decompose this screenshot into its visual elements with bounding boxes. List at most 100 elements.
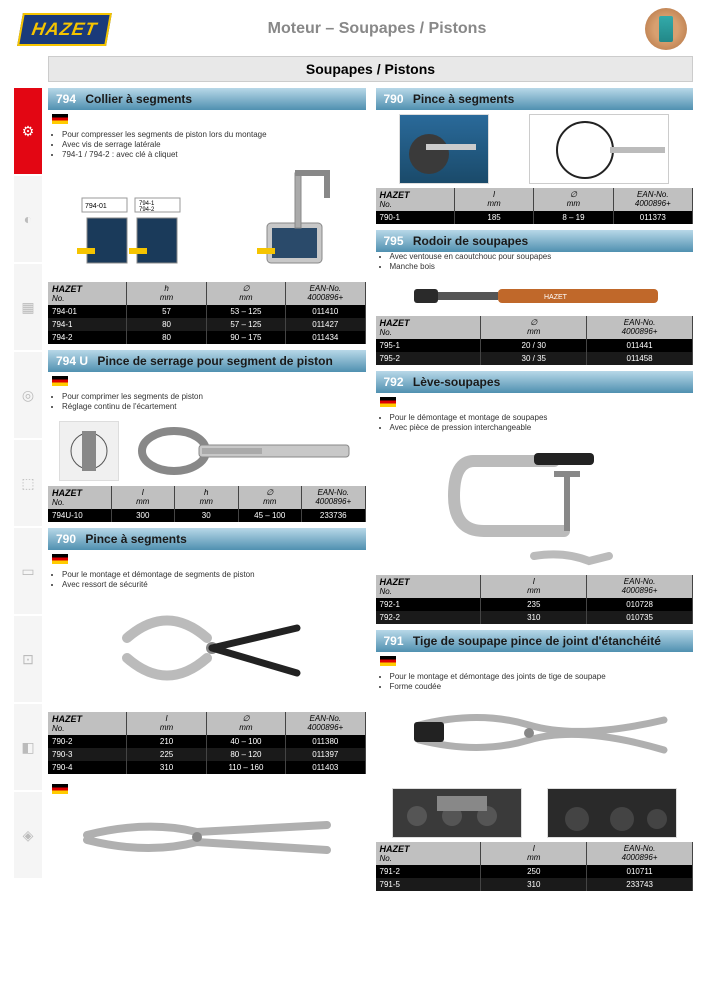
table-cell: 790-2 xyxy=(48,735,127,748)
table-cell: 8 – 19 xyxy=(534,211,613,224)
product-code: 790 xyxy=(56,532,76,546)
table-cell: 010728 xyxy=(587,598,693,611)
table-cell: 795-1 xyxy=(376,339,482,352)
flag-de-icon xyxy=(52,376,68,386)
table-cell: 790-1 xyxy=(376,211,455,224)
spec-table: HAZETNo.lmmEAN-No.4000896+791-2250010711… xyxy=(376,842,694,891)
table-cell: 795-2 xyxy=(376,352,482,365)
desc-line: Pour le démontage et montage de soupapes xyxy=(390,413,690,423)
product-header: 790 Pince à segments xyxy=(376,88,694,110)
table-cell: 233743 xyxy=(587,878,693,891)
table-row: 791-2250010711 xyxy=(376,865,694,878)
table-cell: 30 / 35 xyxy=(481,352,587,365)
desc-line: Pour le montage et démontage de segments… xyxy=(62,570,362,580)
sidebar-item-2[interactable]: ▦ xyxy=(14,264,42,350)
product-desc: Pour le démontage et montage de soupapes… xyxy=(376,413,694,437)
sidebar-icon: ▦ xyxy=(21,299,34,316)
product-images xyxy=(376,696,694,784)
spec-table: HAZETNo.∅mmEAN-No.4000896+795-120 / 3001… xyxy=(376,316,694,365)
table-cell: 300 xyxy=(112,509,176,522)
table-cell: 011441 xyxy=(587,339,693,352)
table-cell: 011410 xyxy=(286,305,365,318)
product-title: Pince à segments xyxy=(413,92,514,106)
desc-line: Avec vis de serrage latérale xyxy=(62,140,362,150)
table-cell: 57 – 125 xyxy=(207,318,286,331)
sidebar-item-4[interactable]: ⬚ xyxy=(14,440,42,526)
seal-pliers-img xyxy=(399,700,669,780)
flag-de-icon xyxy=(52,784,68,794)
table-cell: 791-2 xyxy=(376,865,482,878)
sidebar-item-8[interactable]: ◈ xyxy=(14,792,42,878)
desc-line: Pour compresser les segments de piston l… xyxy=(62,130,362,140)
table-cell: 310 xyxy=(481,878,587,891)
product-792: 792 Lève-soupapes Pour le démontage et m… xyxy=(376,371,694,624)
desc-line: Manche bois xyxy=(390,262,690,272)
svg-text:794-2: 794-2 xyxy=(139,207,155,213)
sidebar-icon: ⚙ xyxy=(22,123,35,140)
table-cell: 185 xyxy=(455,211,534,224)
table-cell: 794-01 xyxy=(48,305,127,318)
table-cell: 790-4 xyxy=(48,761,127,774)
collar-ratchet-img xyxy=(237,168,337,278)
table-row: 792-2310010735 xyxy=(376,611,694,624)
table-row: 794U-103003045 – 100233736 xyxy=(48,509,366,522)
ring-pliers-img xyxy=(97,598,317,708)
product-code: 792 xyxy=(384,375,404,389)
product-desc: Avec ventouse en caoutchouc pour soupape… xyxy=(376,252,694,276)
strap-clamp-img xyxy=(134,421,354,481)
sidebar-item-7[interactable]: ◧ xyxy=(14,704,42,790)
product-code: 790 xyxy=(384,92,404,106)
product-desc: Pour le montage et démontage des joints … xyxy=(376,672,694,696)
table-cell: 011434 xyxy=(286,331,365,344)
table-cell: 40 – 100 xyxy=(207,735,286,748)
table-cell: 90 – 175 xyxy=(207,331,286,344)
desc-line: Avec ventouse en caoutchouc pour soupape… xyxy=(390,252,690,262)
desc-line: Réglage continu de l'écartement xyxy=(62,402,362,412)
product-title: Rodoir de soupapes xyxy=(413,234,528,248)
sidebar-item-6[interactable]: ⊡ xyxy=(14,616,42,702)
table-cell: 011397 xyxy=(286,748,365,761)
desc-line: Pour le montage et démontage des joints … xyxy=(390,672,690,682)
product-code: 794 xyxy=(56,92,76,106)
product-desc: Pour le montage et démontage de segments… xyxy=(48,570,366,594)
sidebar-icon: ◈ xyxy=(23,827,34,844)
product-790-right: 790 Pince à segments HAZETNo.lmm∅mmEAN-N… xyxy=(376,88,694,224)
sidebar-item-1[interactable]: ◐ xyxy=(14,176,42,262)
table-cell: 250 xyxy=(481,865,587,878)
sidebar-icon: ◎ xyxy=(22,387,34,404)
table-row: 790-4310110 – 160011403 xyxy=(48,761,366,774)
table-cell: 794-1 xyxy=(48,318,127,331)
table-cell: 310 xyxy=(481,611,587,624)
product-790b xyxy=(48,780,366,870)
product-images xyxy=(48,800,366,870)
section-title: Soupapes / Pistons xyxy=(48,56,693,82)
table-row: 792-1235010728 xyxy=(376,598,694,611)
spec-table: HAZETNo.lmmhmm∅mmEAN-No.4000896+794U-103… xyxy=(48,486,366,522)
product-header: 794 Collier à segments xyxy=(48,88,366,110)
product-title: Pince de serrage pour segment de piston xyxy=(97,354,332,368)
product-images xyxy=(48,594,366,712)
table-row: 794-18057 – 125011427 xyxy=(48,318,366,331)
collar-callout-img: 794-01 794-1 794-2 xyxy=(77,178,187,268)
table-cell: 011458 xyxy=(587,352,693,365)
product-795: 795 Rodoir de soupapes Avec ventouse en … xyxy=(376,230,694,365)
product-desc: Pour compresser les segments de piston l… xyxy=(48,130,366,164)
sidebar-icon: ⊡ xyxy=(22,651,34,668)
table-cell: 20 / 30 xyxy=(481,339,587,352)
sidebar-item-0[interactable]: ⚙ xyxy=(14,88,42,174)
desc-line: Pour comprimer les segments de piston xyxy=(62,392,362,402)
table-row: 790-11858 – 19011373 xyxy=(376,211,694,224)
table-cell: 794U-10 xyxy=(48,509,112,522)
table-row: 794-28090 – 175011434 xyxy=(48,331,366,344)
table-cell: 010735 xyxy=(587,611,693,624)
table-cell: 792-2 xyxy=(376,611,482,624)
product-header: 790 Pince à segments xyxy=(48,528,366,550)
table-cell: 53 – 125 xyxy=(207,305,286,318)
product-images xyxy=(48,416,366,486)
spec-table: HAZETNo.lmm∅mmEAN-No.4000896+790-221040 … xyxy=(48,712,366,774)
product-790a: 790 Pince à segments Pour le montage et … xyxy=(48,528,366,774)
product-images: HAZET xyxy=(376,276,694,316)
desc-line: Avec ressort de sécurité xyxy=(62,580,362,590)
sidebar-item-5[interactable]: ▭ xyxy=(14,528,42,614)
sidebar-item-3[interactable]: ◎ xyxy=(14,352,42,438)
